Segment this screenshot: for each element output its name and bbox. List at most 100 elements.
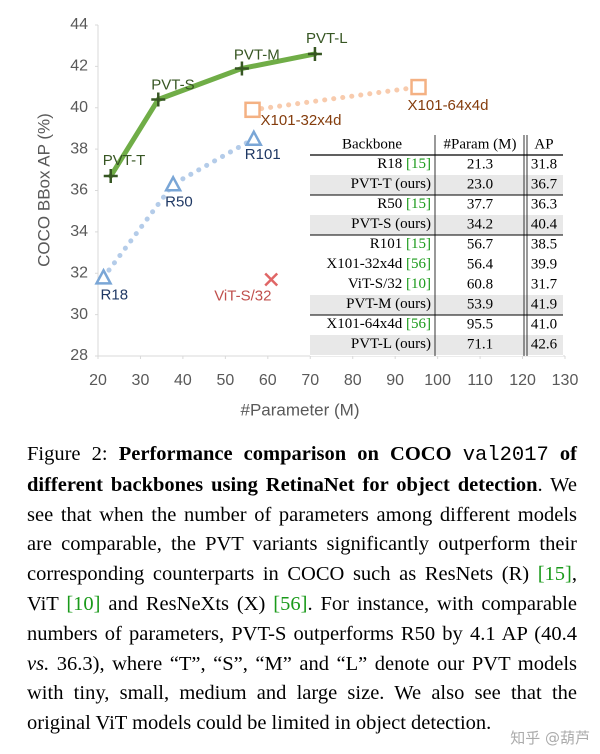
table-cell: X101-32x4d [56] <box>326 256 431 272</box>
table-cell: PVT-L (ours) <box>351 336 431 352</box>
x-tick-label: 60 <box>259 372 277 389</box>
citation: [15] <box>406 156 431 172</box>
table-cell: 56.4 <box>467 256 494 272</box>
point-label: X101-32x4d <box>261 112 342 129</box>
citation: [15] <box>406 196 431 212</box>
table-cell: 34.2 <box>467 216 493 232</box>
point-label: R50 <box>165 193 193 210</box>
table-cell: PVT-M (ours) <box>346 296 431 312</box>
point-label: R101 <box>245 146 281 163</box>
caption-normal: . For instance, with comparable numbers … <box>27 592 577 645</box>
x-tick-label: 90 <box>386 372 404 389</box>
watermark: 知乎 @葫芦 <box>510 729 590 747</box>
caption-italic: vs. <box>27 652 50 675</box>
citation: [56] <box>406 316 431 332</box>
caption-normal: 36.3), where “T”, “S”, “M” and “L” denot… <box>27 652 577 735</box>
marker <box>234 61 249 76</box>
caption-normal: Figure 2: <box>27 443 119 465</box>
table-cell: 37.7 <box>467 196 494 212</box>
point-label: PVT-M <box>234 46 280 63</box>
point-label: PVT-S <box>151 76 194 93</box>
table-cell: 21.3 <box>467 156 493 172</box>
x-tick-label: 100 <box>424 372 451 389</box>
y-axis-title: COCO BBox AP (%) <box>34 113 53 267</box>
table-cell: 41.9 <box>531 296 557 312</box>
backbone: X101-32x4d <box>326 256 402 272</box>
table-cell: X101-64x4d [56] <box>326 316 431 332</box>
table-bg <box>310 135 563 356</box>
table-cell: R101 [15] <box>370 236 431 252</box>
x-axis-title: #Parameter (M) <box>240 400 359 419</box>
backbone: R50 <box>377 196 402 212</box>
x-tick-label: 110 <box>467 372 493 389</box>
caption-bold: of different backbones using RetinaNet f… <box>27 443 578 496</box>
table-header: #Param (M) <box>444 136 517 152</box>
marker <box>244 129 263 147</box>
table-cell: 39.9 <box>531 256 557 272</box>
series-line <box>108 51 318 179</box>
table-cell: 95.5 <box>467 316 493 332</box>
table-cell: PVT-S (ours) <box>351 216 431 232</box>
y-tick-label: 30 <box>70 306 88 323</box>
caption-cite: [56] <box>273 592 308 615</box>
point-label: R18 <box>101 286 129 303</box>
marker <box>410 78 427 96</box>
y-tick-label: 34 <box>70 223 88 240</box>
backbone: X101-64x4d <box>326 316 402 332</box>
marker <box>94 267 113 285</box>
table-cell: 23.0 <box>467 176 493 192</box>
backbone: PVT-T (ours) <box>351 176 431 192</box>
marker <box>307 46 322 61</box>
point-label: PVT-L <box>306 30 348 47</box>
caption-mono: val2017 <box>462 444 549 467</box>
caption-cite: [15] <box>537 563 572 586</box>
table-cell: 38.5 <box>531 236 557 252</box>
caption-bold: Performance comparison on COCO <box>118 443 463 465</box>
x-tick-label: 80 <box>344 372 362 389</box>
marker <box>264 272 279 287</box>
caption: Figure 2: Performance comparison on COCO… <box>27 440 577 739</box>
marker <box>103 169 118 184</box>
marker <box>244 101 261 119</box>
citation: [15] <box>406 236 431 252</box>
row-shade <box>310 215 563 235</box>
x-tick-label: 120 <box>509 372 536 389</box>
row-shade <box>310 335 563 355</box>
marker <box>164 174 183 192</box>
table-cell: PVT-T (ours) <box>351 176 431 192</box>
caption-normal: and ResNeXts (X) <box>100 592 274 615</box>
table-cell: R50 [15] <box>377 196 431 212</box>
caption-normal: , ViT <box>27 563 577 615</box>
x-tick-label: 30 <box>132 372 150 389</box>
backbone: R18 <box>377 156 402 172</box>
table-header: AP <box>534 136 553 152</box>
backbone: PVT-S (ours) <box>351 216 431 232</box>
row-shade <box>310 175 563 195</box>
y-tick-label: 36 <box>70 182 88 199</box>
table-cell: 31.8 <box>531 156 557 172</box>
table-header: Backbone <box>342 136 402 152</box>
marker <box>151 92 166 107</box>
table-cell: 60.8 <box>467 276 493 292</box>
y-tick-label: 40 <box>70 99 88 116</box>
citation: [10] <box>406 276 431 292</box>
x-tick-label: 40 <box>174 372 192 389</box>
x-tick-label: 20 <box>89 372 107 389</box>
x-tick-label: 70 <box>301 372 319 389</box>
table-cell: 41.0 <box>531 316 557 332</box>
table-cell: 31.7 <box>531 276 558 292</box>
table-cell: R18 [15] <box>377 156 431 172</box>
backbone: PVT-L (ours) <box>351 336 431 352</box>
citation: [56] <box>406 256 431 272</box>
point-label: ViT-S/32 <box>214 287 271 304</box>
table-cell: 42.6 <box>531 336 558 352</box>
table-cell: 36.7 <box>531 176 558 192</box>
x-tick-label: 130 <box>552 372 579 389</box>
table-cell: 71.1 <box>467 336 493 352</box>
backbone: R101 <box>370 236 403 252</box>
caption-normal: . We see that when the number of paramet… <box>27 473 577 586</box>
table-cell: 36.3 <box>531 196 557 212</box>
backbone: PVT-M (ours) <box>346 296 431 312</box>
y-tick-label: 42 <box>70 58 88 75</box>
caption-cite: [10] <box>66 592 101 615</box>
